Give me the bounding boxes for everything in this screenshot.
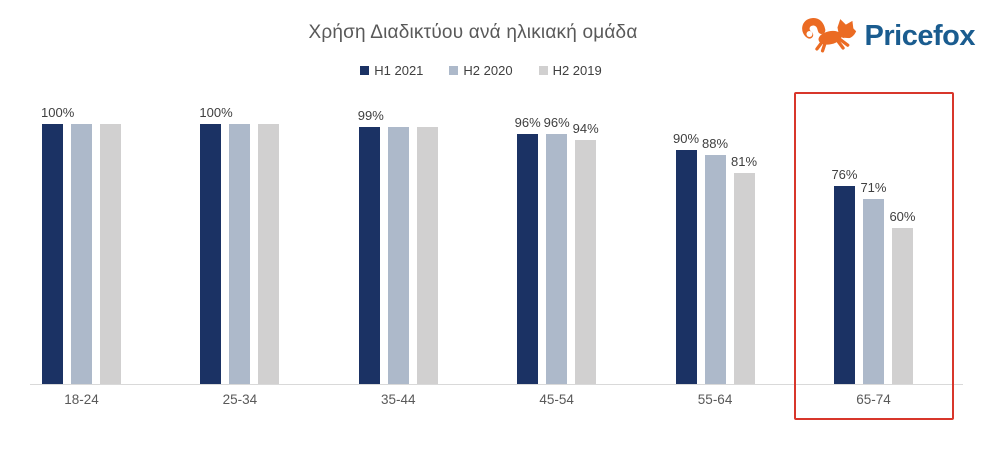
legend-swatch-h2-2020 (449, 66, 459, 75)
bar-h2-2019-35-44 (416, 126, 438, 384)
bar-h1-2021-45-54 (517, 134, 539, 384)
bar-h2-2020-65-74 (862, 199, 884, 384)
category-label-65-74: 65-74 (856, 392, 891, 407)
highlight-box (793, 92, 954, 420)
bar-h2-2020-35-44 (387, 126, 409, 384)
bar-h1-2021-18-24 (42, 124, 63, 384)
bar-h2-2020-45-54 (546, 134, 568, 384)
category-label-45-54: 45-54 (539, 392, 574, 407)
bar-h2-2019-55-64 (733, 173, 755, 384)
category-label-18-24: 18-24 (64, 392, 99, 407)
legend: H1 2021 H2 2020 H2 2019 (0, 63, 962, 78)
bar-h2-2019-25-34 (258, 124, 280, 384)
bar-h2-2019-18-24 (100, 124, 121, 384)
bar-h1-2021-35-44 (358, 126, 380, 384)
bar-groups: 100% 18-24 100% 25-34 99% 35-44 96% 96% 94% 45-54… (41, 92, 916, 407)
legend-label: H1 2021 (374, 63, 424, 78)
data-label-h1-2021-35-44: 99% (357, 107, 384, 123)
bar-group-25-34: 100% 25-34 (199, 92, 280, 407)
bar-h2-2020-18-24 (71, 124, 92, 384)
bar-group-18-24: 100% 18-24 (41, 92, 121, 407)
data-label-h1-2021-45-54: 96% (514, 115, 541, 131)
bar-group-65-74: 76% 71% 60% 65-74 (831, 92, 916, 407)
data-label-h1-2021-25-34: 100% (199, 105, 233, 120)
bar-h1-2021-55-64 (675, 150, 697, 384)
legend-label: H2 2020 (463, 63, 513, 78)
data-label-h2-2020-45-54: 96% (543, 115, 570, 131)
bar-group-45-54: 96% 96% 94% 45-54 (514, 92, 599, 407)
x-axis-line (30, 384, 963, 385)
pricefox-logo-text: Pricefox (864, 20, 976, 52)
bar-h2-2019-65-74 (891, 228, 913, 384)
pricefox-fox-icon (801, 14, 858, 59)
data-label-h2-2019-65-74: 60% (889, 209, 916, 224)
bar-h2-2020-25-34 (229, 124, 251, 384)
bar-h1-2021-65-74 (833, 186, 855, 384)
data-label-h2-2020-55-64: 88% (702, 136, 729, 152)
data-label-h1-2021-65-74: 76% (831, 167, 858, 183)
legend-swatch-h2-2019 (538, 66, 548, 75)
pricefox-logo: Pricefox (801, 14, 976, 59)
chart-title: Χρήση Διαδικτύου ανά ηλικιακή ομάδα (308, 22, 638, 43)
legend-item-h2-2019: H2 2019 (538, 63, 602, 78)
legend-swatch-h1-2021 (360, 66, 370, 75)
legend-item-h2-2020: H2 2020 (449, 63, 513, 78)
data-label-h2-2020-65-74: 71% (860, 180, 887, 196)
data-label-h1-2021-55-64: 90% (673, 131, 700, 146)
category-label-55-64: 55-64 (697, 392, 733, 407)
bar-h1-2021-25-34 (200, 124, 222, 384)
legend-item-h1-2021: H1 2021 (360, 63, 423, 78)
data-label-h2-2019-55-64: 81% (731, 154, 758, 170)
category-label-25-34: 25-34 (222, 392, 258, 407)
bar-group-35-44: 99% 35-44 (357, 92, 438, 407)
data-label-h2-2019-45-54: 94% (572, 120, 599, 136)
bar-h2-2020-55-64 (704, 155, 726, 384)
legend-label: H2 2019 (552, 63, 602, 78)
data-label-h1-2021-18-24: 100% (41, 105, 75, 120)
bar-group-55-64: 90% 88% 81% 55-64 (673, 92, 758, 407)
bar-h2-2019-45-54 (575, 139, 597, 384)
category-label-35-44: 35-44 (381, 392, 416, 407)
